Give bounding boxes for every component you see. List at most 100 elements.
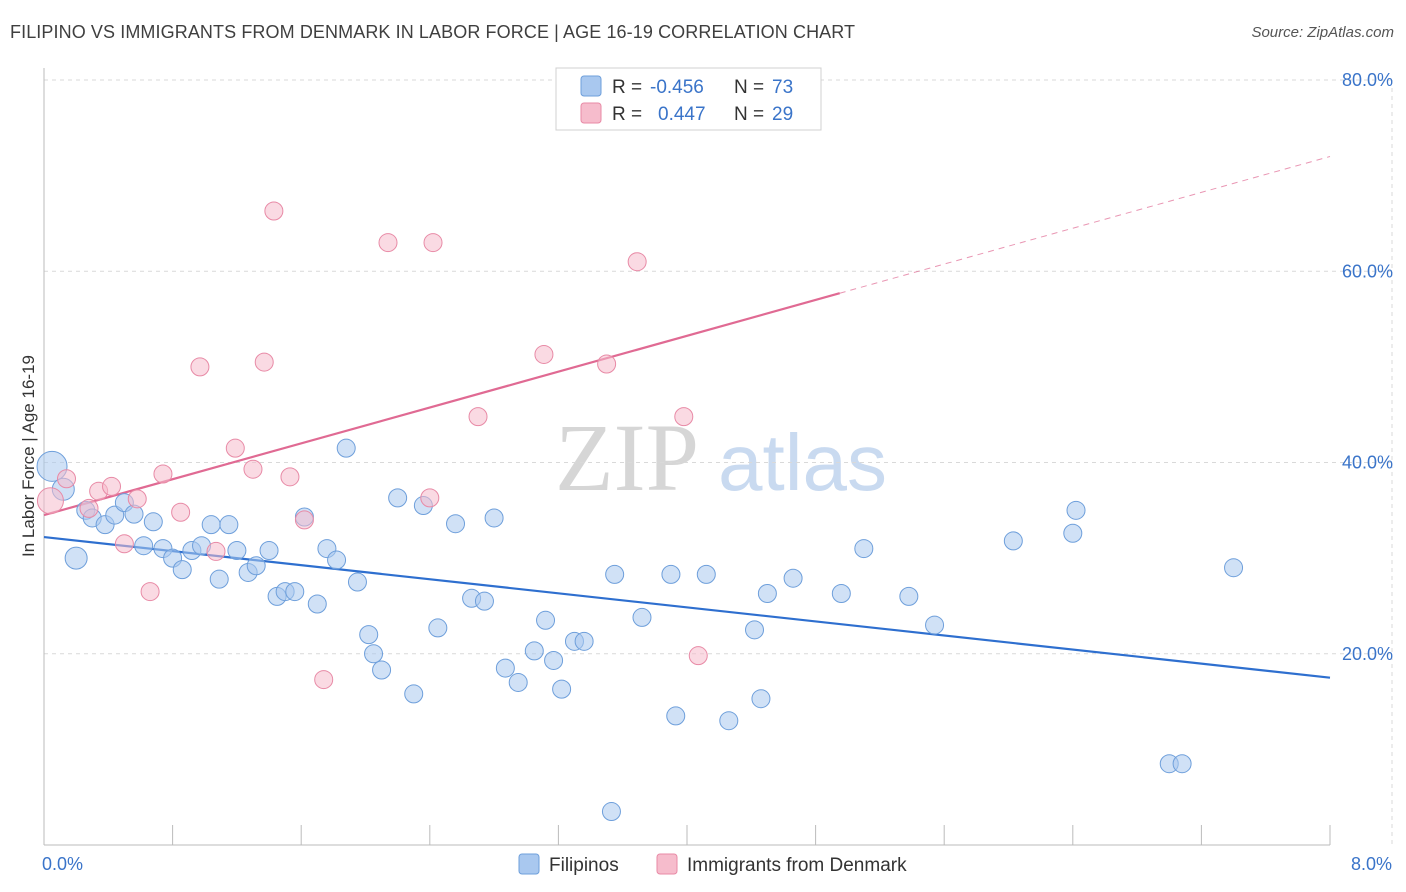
y-axis-title: In Labor Force | Age 16-19 [19, 355, 38, 557]
legend-swatch-filipinos [580, 75, 602, 97]
point-filipinos-39 [446, 514, 466, 534]
point-filipinos-41 [474, 591, 494, 611]
point-denmark-11 [206, 541, 226, 561]
point-filipinos-38 [428, 618, 448, 638]
point-filipinos-48 [552, 679, 572, 699]
point-denmark-6 [127, 489, 147, 509]
y-tick-labels: 20.0% 40.0% 60.0% 80.0% [1342, 70, 1393, 664]
point-filipinos-19 [227, 540, 247, 560]
point-denmark-4 [102, 476, 122, 496]
data-points [36, 110, 1244, 822]
legend-swatch-denmark [580, 102, 602, 124]
point-filipinos-25 [285, 582, 305, 602]
legend-n-value-1: 73 [772, 77, 793, 98]
point-filipinos-46 [536, 610, 556, 630]
point-filipinos-33 [364, 644, 384, 664]
point-filipinos-62 [831, 584, 851, 604]
point-filipinos-34 [372, 660, 392, 680]
point-filipinos-61 [783, 568, 803, 588]
series-legend-swatch-denmark [656, 853, 678, 875]
point-denmark-2 [79, 498, 99, 518]
point-filipinos-43 [495, 658, 515, 678]
point-denmark-17 [294, 510, 314, 530]
point-filipinos-17 [209, 569, 229, 589]
point-denmark-9 [171, 502, 191, 522]
point-denmark-22 [468, 407, 488, 427]
point-filipinos-57 [719, 711, 739, 731]
point-filipinos-67 [1063, 523, 1083, 543]
point-filipinos-55 [666, 706, 686, 726]
point-filipinos-45 [524, 641, 544, 661]
point-filipinos-42 [484, 508, 504, 528]
point-filipinos-64 [899, 586, 919, 606]
x-tick-label-min: 0.0% [42, 854, 83, 874]
point-filipinos-47 [544, 650, 564, 670]
point-filipinos-22 [259, 540, 279, 560]
legend-r-label-1: R = [612, 77, 642, 98]
point-denmark-5 [114, 534, 134, 554]
point-filipinos-29 [327, 550, 347, 570]
point-filipinos-58 [745, 620, 765, 640]
point-filipinos-60 [757, 584, 777, 604]
point-filipinos-71 [1224, 558, 1244, 578]
trend-line-denmark [43, 292, 841, 517]
y-tick-label-3: 80.0% [1342, 70, 1393, 90]
y-tick-label-1: 40.0% [1342, 453, 1393, 473]
point-filipinos-16 [201, 515, 221, 535]
point-denmark-16 [280, 467, 300, 487]
point-filipinos-36 [404, 684, 424, 704]
point-denmark-1 [57, 469, 77, 489]
point-filipinos-9 [134, 536, 154, 556]
legend-r-value-2: 0.447 [658, 104, 706, 125]
point-denmark-26 [674, 407, 694, 427]
point-filipinos-66 [1003, 531, 1023, 551]
point-denmark-14 [254, 352, 274, 372]
point-denmark-18 [314, 670, 334, 690]
point-denmark-7 [140, 582, 160, 602]
point-filipinos-35 [388, 488, 408, 508]
legend-r-label-2: R = [612, 104, 642, 125]
series-legend: Filipinos Immigrants from Denmark [518, 853, 907, 876]
point-denmark-8 [153, 464, 173, 484]
point-denmark-15 [264, 201, 284, 221]
point-denmark-19 [378, 233, 398, 253]
series-legend-swatch-filipinos [518, 853, 540, 875]
point-filipinos-68 [1066, 500, 1086, 520]
point-filipinos-53 [632, 607, 652, 627]
point-denmark-20 [420, 488, 440, 508]
chart-title: FILIPINO VS IMMIGRANTS FROM DENMARK IN L… [10, 22, 856, 42]
x-tick-label-max: 8.0% [1351, 854, 1392, 874]
point-filipinos-50 [574, 631, 594, 651]
y-tick-label-2: 60.0% [1342, 261, 1393, 281]
point-filipinos-10 [143, 512, 163, 532]
point-filipinos-2 [64, 546, 88, 570]
legend-n-label-1: N = [734, 77, 764, 98]
point-filipinos-8 [124, 504, 144, 524]
legend-n-value-2: 29 [772, 104, 793, 125]
y-tick-label-0: 20.0% [1342, 644, 1393, 664]
point-filipinos-18 [219, 515, 239, 535]
point-filipinos-65 [925, 615, 945, 635]
series-legend-label-filipinos: Filipinos [549, 855, 619, 876]
correlation-legend: R = -0.456 N = 73 R = 0.447 N = 29 [555, 67, 822, 131]
point-filipinos-31 [347, 572, 367, 592]
point-filipinos-51 [601, 802, 621, 822]
point-filipinos-32 [359, 625, 379, 645]
watermark-atlas: atlas [718, 418, 887, 507]
point-filipinos-44 [508, 672, 528, 692]
chart-source: Source: ZipAtlas.com [1251, 24, 1394, 41]
point-filipinos-30 [336, 438, 356, 458]
watermark-zip: ZIP [555, 404, 699, 511]
trend-line-dashed-denmark [839, 156, 1331, 294]
point-filipinos-59 [751, 689, 771, 709]
point-denmark-27 [688, 646, 708, 666]
point-denmark-12 [225, 438, 245, 458]
point-denmark-24 [597, 354, 617, 374]
point-filipinos-54 [661, 564, 681, 584]
series-legend-label-denmark: Immigrants from Denmark [687, 855, 907, 876]
point-denmark-25 [627, 252, 647, 272]
point-filipinos-13 [172, 560, 192, 580]
point-filipinos-56 [696, 564, 716, 584]
legend-n-label-2: N = [734, 104, 764, 125]
